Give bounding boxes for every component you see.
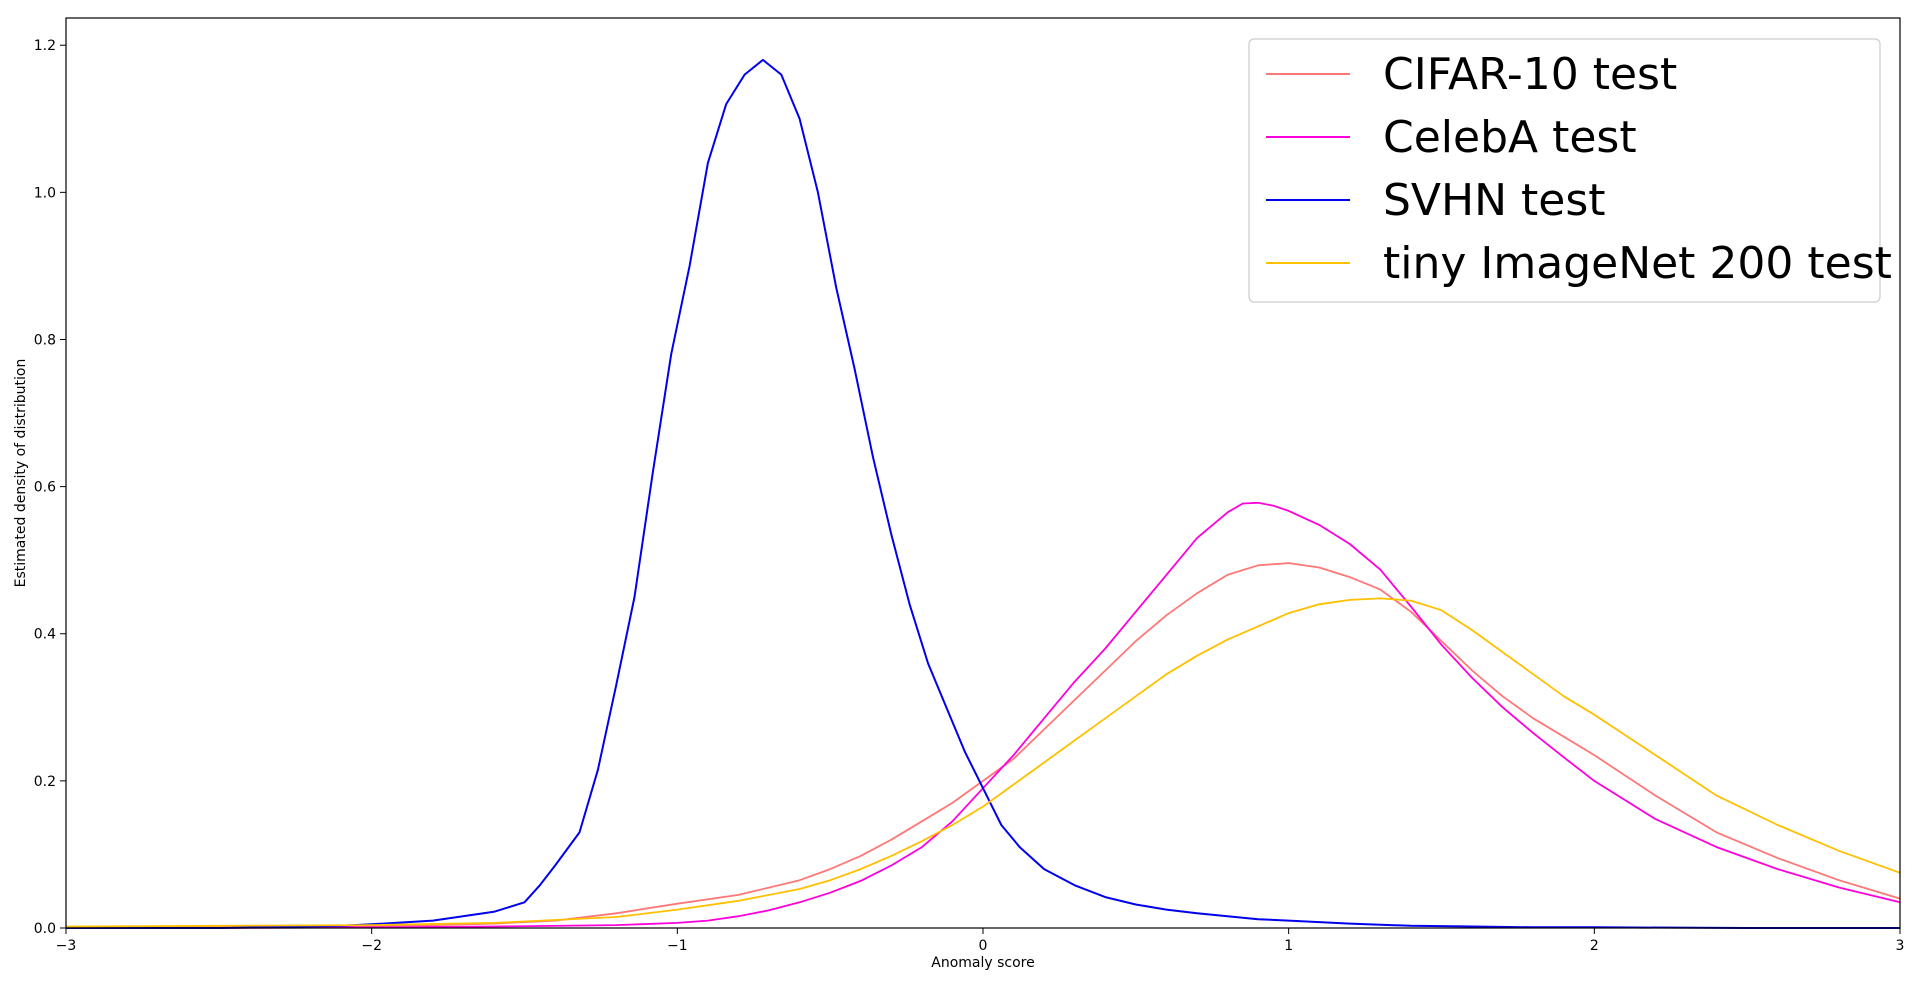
x-tick-label: 1 <box>1284 938 1293 954</box>
y-tick-label: 1.2 <box>34 38 56 54</box>
series-line-3 <box>66 58 1900 929</box>
y-axis: 0.0 0.2 0.4 0.6 0.8 1.0 1.2 <box>34 38 66 937</box>
x-tick-label: 2 <box>1590 938 1599 954</box>
legend-label: CIFAR-10 test <box>1383 49 1677 100</box>
y-tick-label: 1.0 <box>34 185 56 201</box>
y-tick-label: 0.4 <box>34 627 56 643</box>
x-axis-label: Anomaly score <box>931 955 1034 971</box>
series-layer <box>65 58 1901 929</box>
x-axis: −3 −2 −1 0 1 2 3 <box>56 928 1905 954</box>
y-tick-label: 0.2 <box>34 774 56 790</box>
legend-label: tiny ImageNet 200 test <box>1383 238 1892 289</box>
y-axis-label: Estimated density of distribution <box>13 359 29 588</box>
x-tick-label: −2 <box>361 938 382 954</box>
legend-label: CelebA test <box>1383 112 1637 163</box>
y-tick-label: 0.6 <box>34 480 56 496</box>
x-tick-label: −3 <box>56 938 77 954</box>
legend: CIFAR-10 test CelebA test SVHN test tiny Im… <box>1248 38 1892 303</box>
x-tick-label: 0 <box>979 938 988 954</box>
legend-box <box>1248 38 1881 303</box>
x-tick-label: 3 <box>1896 938 1905 954</box>
series-line-4 <box>65 597 1901 928</box>
y-tick-label: 0.8 <box>34 332 56 348</box>
x-tick-label: −1 <box>667 938 688 954</box>
series-line-1 <box>65 562 1901 929</box>
series-line-2 <box>66 501 1901 929</box>
legend-label: SVHN test <box>1383 175 1606 226</box>
y-tick-label: 0.0 <box>34 921 56 937</box>
